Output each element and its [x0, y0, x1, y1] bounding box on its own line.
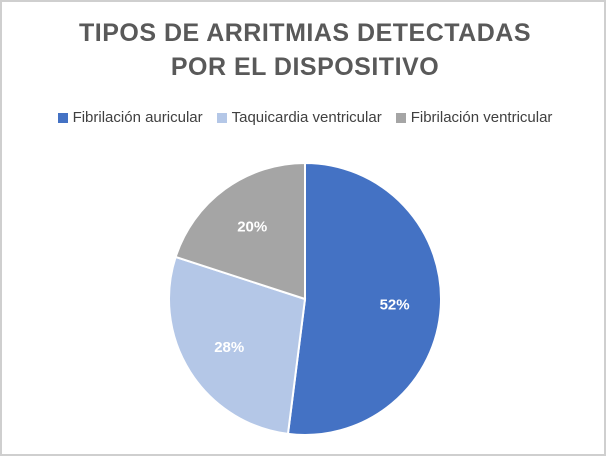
chart-title-line-2: POR EL DISPOSITIVO: [170, 53, 440, 81]
legend-item-fibrilacion-auricular: Fibrilación auricular: [57, 108, 203, 128]
pie-slices: [168, 161, 442, 436]
data-label-fibrilacion-ventricular: 20%: [237, 218, 267, 235]
legend-label-fibrilacion-auricular: Fibrilación auricular: [72, 109, 203, 126]
pie-slice-fibrilacion-ventricular: [174, 161, 306, 301]
legend-swatch-fibrilacion-auricular: [57, 113, 68, 123]
legend: Fibrilación auricular Taquicardia ventri…: [2, 108, 608, 128]
chart-title-line-1: TIPOS DE ARRITMIAS DETECTADAS: [78, 19, 531, 47]
legend-item-fibrilacion-ventricular: Fibrilación ventricular: [395, 108, 553, 128]
legend-label-taquicardia-ventricular: Taquicardia ventricular: [231, 109, 382, 126]
legend-label-fibrilacion-ventricular: Fibrilación ventricular: [410, 109, 553, 126]
legend-swatch-fibrilacion-ventricular: [395, 113, 406, 123]
data-label-fibrilacion-auricular: 52%: [380, 297, 410, 314]
pie-slice-fibrilacion-auricular: [286, 161, 442, 436]
pie-slice-taquicardia-ventricular: [168, 255, 307, 436]
data-label-taquicardia-ventricular: 28%: [214, 339, 244, 356]
legend-swatch-taquicardia-ventricular: [216, 113, 227, 123]
legend-item-taquicardia-ventricular: Taquicardia ventricular: [216, 108, 382, 128]
pie-labels: 52% 28% 20%: [214, 218, 409, 356]
chart-title: TIPOS DE ARRITMIAS DETECTADAS POR EL DIS…: [2, 16, 608, 84]
